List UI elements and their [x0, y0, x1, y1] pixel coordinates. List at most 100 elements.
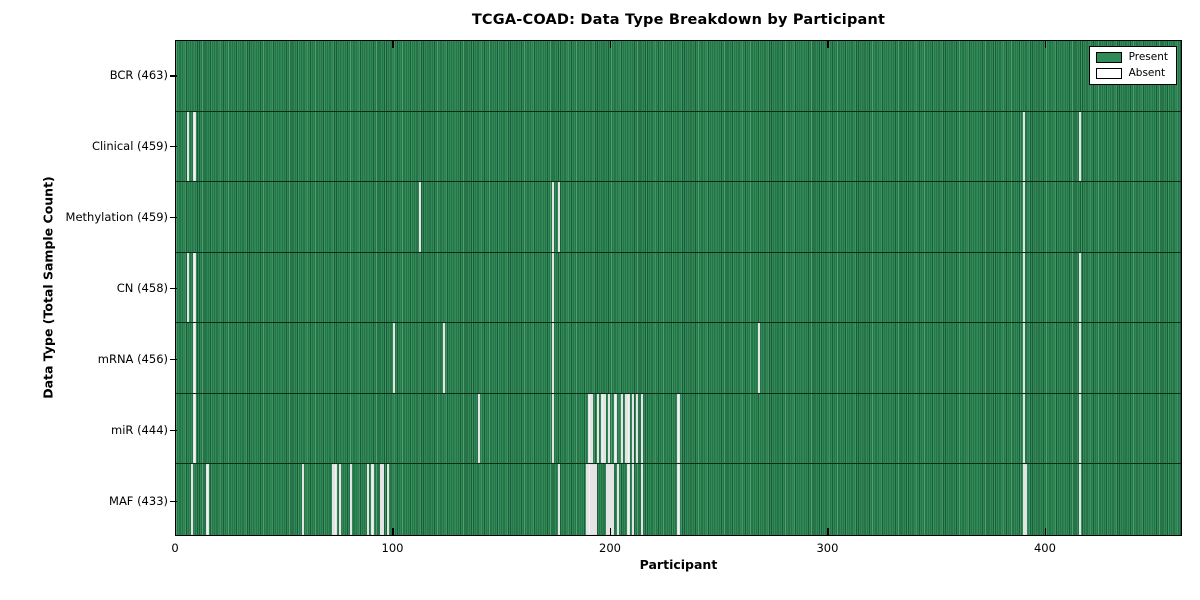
absent-cell	[590, 464, 593, 535]
absent-cell	[640, 393, 643, 464]
absent-cell	[616, 464, 619, 535]
absent-cell	[1078, 464, 1082, 535]
absent-cell	[558, 182, 561, 252]
x-tick-mark-bottom	[175, 528, 177, 535]
absent-cell	[625, 393, 628, 464]
absent-cell	[477, 393, 480, 464]
row-band-maf	[176, 464, 1181, 535]
absent-cell	[334, 464, 337, 535]
absent-cell	[1022, 464, 1025, 535]
y-tick-mark	[170, 500, 177, 502]
absent-cell	[620, 393, 624, 464]
absent-cell	[382, 464, 385, 535]
present-swatch-icon	[1095, 52, 1122, 63]
absent-cell	[588, 464, 591, 535]
absent-cell	[551, 252, 554, 323]
row-band-mrna	[176, 323, 1181, 394]
x-tick-mark-top	[392, 41, 394, 48]
y-tick-mark	[170, 75, 177, 77]
absent-cell	[380, 464, 383, 535]
x-tick-mark-bottom	[827, 528, 829, 535]
absent-cell	[551, 323, 554, 393]
absent-cell	[614, 393, 617, 464]
absent-cell	[1078, 111, 1082, 182]
absent-cell	[193, 252, 196, 323]
y-tick-label-methylation: Methylation (459)	[65, 210, 168, 225]
absent-cell	[757, 323, 760, 393]
absent-cell	[636, 393, 639, 464]
absent-cell	[677, 393, 680, 464]
absent-cell	[442, 323, 446, 393]
absent-cell	[1078, 393, 1082, 464]
x-tick-mark-top	[827, 41, 829, 48]
x-tick-mark-top	[1044, 41, 1047, 48]
absent-cell	[186, 252, 189, 323]
x-tick-label-100: 100	[381, 541, 404, 555]
legend-absent-label: Absent	[1128, 67, 1166, 79]
y-tick-label-mir: miR (444)	[111, 422, 168, 437]
absent-cell	[1078, 323, 1082, 393]
absent-cell	[191, 464, 194, 535]
absent-cell	[590, 393, 593, 464]
absent-cell	[1022, 182, 1025, 252]
absent-cell	[338, 464, 341, 535]
absent-cell	[551, 393, 554, 464]
absent-cell	[631, 393, 634, 464]
absent-cell	[551, 182, 554, 252]
absent-cell	[640, 464, 643, 535]
plot-area	[175, 40, 1182, 536]
legend-entry-absent: Absent	[1095, 67, 1168, 79]
absent-cell	[393, 323, 396, 393]
absent-cell	[631, 464, 634, 535]
row-band-cn	[176, 252, 1181, 324]
x-axis-label: Participant	[639, 557, 718, 572]
absent-cell	[597, 393, 600, 464]
y-tick-mark	[170, 146, 177, 148]
absent-cell	[193, 323, 196, 393]
absent-cell	[193, 111, 196, 182]
row-band-mir	[176, 393, 1181, 465]
y-tick-label-maf: MAF (433)	[109, 493, 168, 508]
absent-cell	[301, 464, 305, 535]
legend-present-label: Present	[1128, 51, 1168, 63]
x-tick-label-400: 400	[1033, 541, 1056, 555]
y-tick-mark	[170, 429, 177, 431]
x-tick-mark-bottom	[609, 528, 612, 535]
x-tick-label-0: 0	[171, 541, 179, 555]
absent-cell	[605, 464, 608, 535]
absent-cell	[627, 464, 630, 535]
absent-cell	[594, 464, 598, 535]
absent-cell	[419, 182, 422, 252]
absent-cell	[607, 393, 611, 464]
absent-cell	[186, 111, 189, 182]
x-tick-label-200: 200	[599, 541, 621, 555]
chart-title: TCGA-COAD: Data Type Breakdown by Partic…	[471, 12, 886, 28]
absent-cell	[386, 464, 389, 535]
absent-cell	[367, 464, 370, 535]
absent-cell	[1022, 323, 1025, 393]
absent-cell	[610, 464, 613, 535]
absent-swatch-icon	[1095, 68, 1122, 79]
absent-cell	[206, 464, 209, 535]
absent-cell	[1022, 393, 1025, 464]
y-tick-label-cn: CN (458)	[116, 281, 168, 295]
absent-cell	[677, 464, 680, 535]
absent-cell	[1022, 252, 1025, 323]
absent-cell	[332, 464, 335, 535]
absent-cell	[558, 464, 561, 535]
absent-cell	[592, 464, 595, 535]
absent-cell	[603, 393, 606, 464]
y-tick-label-mrna: mRNA (456)	[97, 351, 168, 366]
absent-cell	[588, 393, 591, 464]
row-band-methylation	[176, 182, 1181, 253]
absent-cell	[627, 393, 630, 464]
row-band-bcr	[176, 41, 1181, 112]
x-tick-label-300: 300	[816, 541, 839, 555]
absent-cell	[607, 464, 611, 535]
absent-cell	[1024, 464, 1027, 535]
x-tick-mark-top	[609, 41, 612, 48]
absent-cell	[371, 464, 374, 535]
legend-entry-present: Present	[1095, 51, 1168, 63]
x-tick-mark-top	[175, 41, 177, 48]
